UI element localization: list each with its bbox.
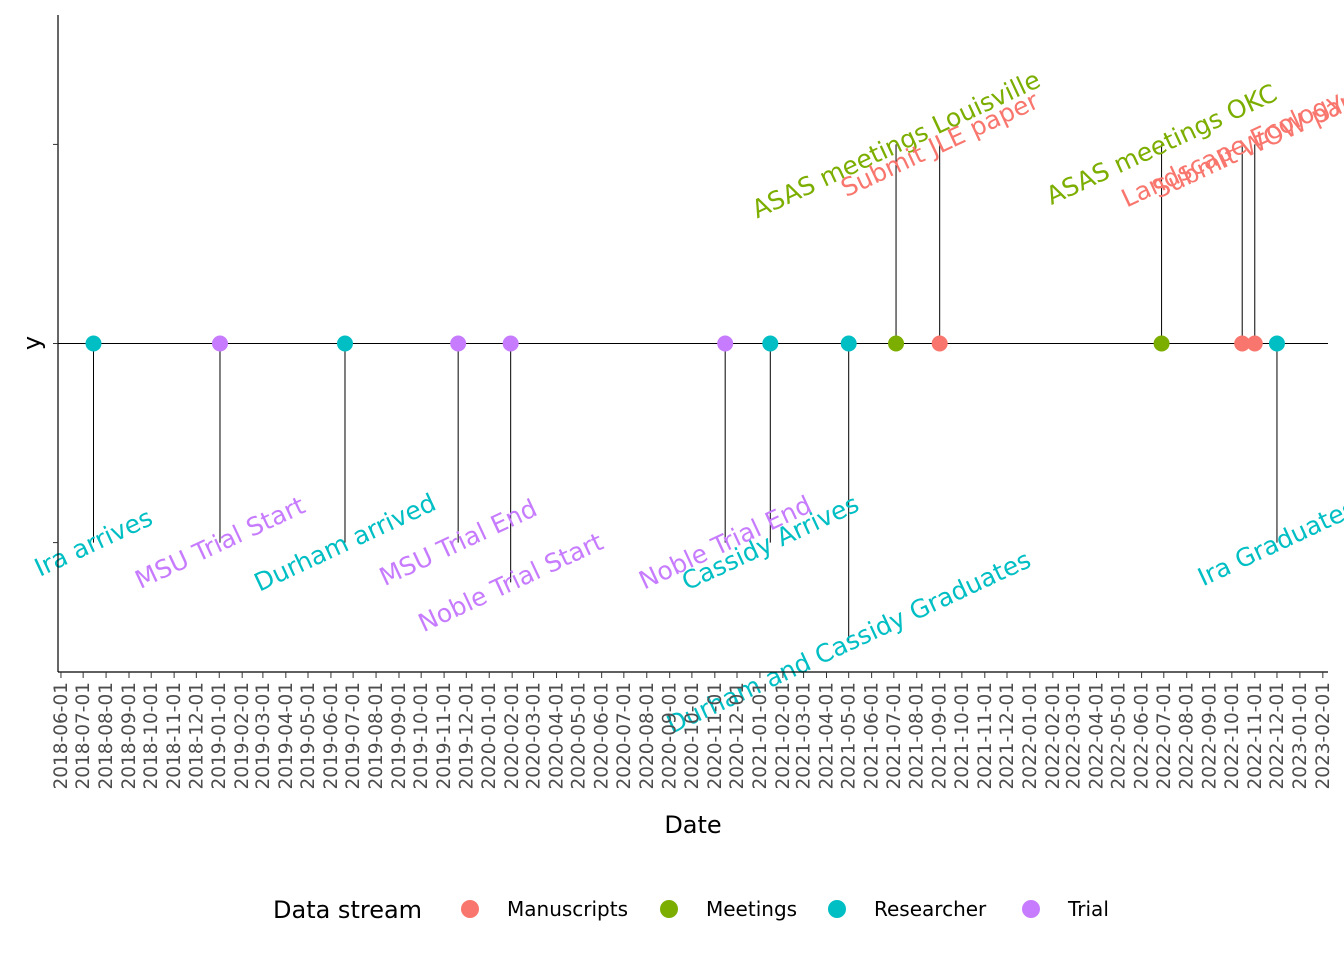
x-tick-label: 2019-12-01 xyxy=(456,682,477,790)
x-tick-label: 2022-11-01 xyxy=(1245,682,1266,790)
x-tick-label: 2020-09-01 xyxy=(660,682,681,790)
x-tick-label: 2021-10-01 xyxy=(952,682,973,790)
x-tick-label: 2018-10-01 xyxy=(141,682,162,790)
x-axis-title: Date xyxy=(664,811,721,839)
x-tick-label: 2020-03-01 xyxy=(524,682,545,790)
event-point xyxy=(336,335,353,352)
x-tick-label: 2021-03-01 xyxy=(794,682,815,790)
x-tick-label: 2019-01-01 xyxy=(209,682,230,790)
event-point xyxy=(1234,335,1251,352)
event-point xyxy=(931,335,948,352)
x-tick-label: 2022-05-01 xyxy=(1109,682,1130,790)
x-tick-label: 2021-06-01 xyxy=(862,682,883,790)
y-axis-title: y xyxy=(18,336,46,350)
x-tick-label: 2019-03-01 xyxy=(253,682,274,790)
x-tick-label: 2019-07-01 xyxy=(343,682,364,790)
x-tick-label: 2021-12-01 xyxy=(997,682,1018,790)
x-tick-label: 2020-10-01 xyxy=(682,682,703,790)
x-tick-label: 2019-10-01 xyxy=(411,682,432,790)
x-tick-label: 2022-01-01 xyxy=(1020,682,1041,790)
x-tick-label: 2023-01-01 xyxy=(1290,682,1311,790)
event-label: Ira Graduates xyxy=(1193,493,1344,592)
x-tick-label: 2021-09-01 xyxy=(930,682,951,790)
x-tick-label: 2022-12-01 xyxy=(1267,682,1288,790)
legend-label: Trial xyxy=(1067,897,1109,921)
x-tick-label: 2020-12-01 xyxy=(727,682,748,790)
event-point xyxy=(1268,335,1285,352)
x-tick-label: 2020-11-01 xyxy=(705,682,726,790)
x-tick-label: 2021-02-01 xyxy=(773,682,794,790)
x-tick-label: 2019-05-01 xyxy=(298,682,319,790)
event-point xyxy=(888,335,905,352)
x-tick-label: 2019-02-01 xyxy=(232,682,253,790)
event-point xyxy=(762,335,779,352)
x-tick-label: 2021-04-01 xyxy=(817,682,838,790)
x-tick-label: 2022-08-01 xyxy=(1177,682,1198,790)
x-tick-label: 2018-09-01 xyxy=(119,682,140,790)
x-tick-label: 2019-08-01 xyxy=(366,682,387,790)
x-tick-label: 2022-07-01 xyxy=(1154,682,1175,790)
legend-label: Manuscripts xyxy=(507,897,628,921)
x-tick-label: 2022-10-01 xyxy=(1222,682,1243,790)
event-point xyxy=(1246,335,1263,352)
x-tick-label: 2021-01-01 xyxy=(750,682,771,790)
x-tick-label: 2021-05-01 xyxy=(839,682,860,790)
x-tick-label: 2019-09-01 xyxy=(389,682,410,790)
x-tick-label: 2018-07-01 xyxy=(73,682,94,790)
x-tick-label: 2019-06-01 xyxy=(321,682,342,790)
x-tick-label: 2019-04-01 xyxy=(276,682,297,790)
x-tick-label: 2022-06-01 xyxy=(1132,682,1153,790)
x-tick-label: 2018-08-01 xyxy=(96,682,117,790)
legend-key xyxy=(660,900,678,918)
x-tick-label: 2018-12-01 xyxy=(186,682,207,790)
x-tick-label: 2020-08-01 xyxy=(637,682,658,790)
x-tick-label: 2020-01-01 xyxy=(479,682,500,790)
legend-key xyxy=(828,900,846,918)
legend-key xyxy=(1022,900,1040,918)
x-tick-label: 2022-09-01 xyxy=(1200,682,1221,790)
x-tick-label: 2022-02-01 xyxy=(1043,682,1064,790)
x-tick-label: 2018-11-01 xyxy=(164,682,185,790)
x-tick-label: 2021-11-01 xyxy=(975,682,996,790)
x-tick-label: 2021-07-01 xyxy=(884,682,905,790)
x-tick-label: 2020-05-01 xyxy=(569,682,590,790)
x-tick-label: 2023-02-01 xyxy=(1313,682,1334,790)
x-tick-label: 2022-04-01 xyxy=(1086,682,1107,790)
event-point xyxy=(717,335,734,352)
legend-title: Data stream xyxy=(273,896,422,924)
x-tick-label: 2020-02-01 xyxy=(502,682,523,790)
x-tick-label: 2021-08-01 xyxy=(907,682,928,790)
x-tick-label: 2020-07-01 xyxy=(614,682,635,790)
axes: y Date 2018-06-01 2018-07-01 2018-08-01 201… xyxy=(18,15,1334,839)
legend-label: Researcher xyxy=(874,897,987,921)
x-tick-label: 2020-06-01 xyxy=(592,682,613,790)
legend: Data stream Manuscripts Meetings Researche… xyxy=(273,896,1109,924)
x-tick-label: 2018-06-01 xyxy=(51,682,72,790)
x-tick-label: 2020-04-01 xyxy=(547,682,568,790)
plot-area xyxy=(58,144,1328,643)
event-point xyxy=(211,335,228,352)
x-tick-label: 2019-11-01 xyxy=(434,682,455,790)
event-point xyxy=(1153,335,1170,352)
legend-key xyxy=(461,900,479,918)
x-tick-label: 2022-03-01 xyxy=(1064,682,1085,790)
event-point xyxy=(85,335,102,352)
event-point xyxy=(840,335,857,352)
event-point xyxy=(450,335,467,352)
legend-label: Meetings xyxy=(706,897,797,921)
event-point xyxy=(502,335,519,352)
